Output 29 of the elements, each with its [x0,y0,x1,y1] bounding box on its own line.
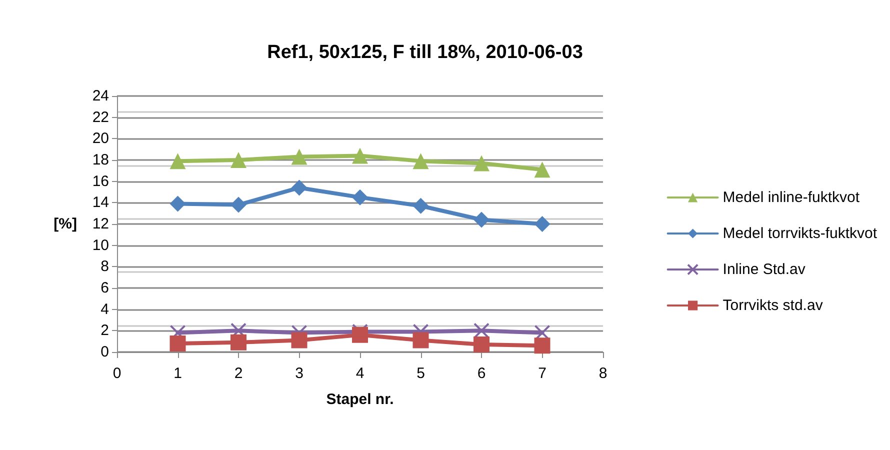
y-tick-label: 6 [100,280,109,296]
y-tick-label: 2 [100,322,109,340]
y-tick-label: 14 [92,194,109,212]
y-tick-label: 12 [92,216,109,232]
x-tick-label: 5 [416,365,425,382]
x-tick-label: 6 [477,365,486,382]
x-tick-label: 4 [356,365,364,382]
y-tick-label: 16 [92,172,109,190]
x-tick-label: 1 [174,365,182,382]
x-tick-label: 3 [295,365,304,382]
legend-label: Torrvikts std.av [722,297,824,314]
legend-label: Inline Std.av [722,261,806,278]
x-tick-label: 7 [538,365,546,382]
chart-title: Ref1, 50x125, F till 18%, 2010-06-03 [267,42,583,63]
y-tick-label: 18 [92,152,109,168]
y-axis-title: [%] [54,216,78,232]
x-axis-title: Stapel nr. [326,391,394,408]
y-tick-label: 22 [92,108,109,126]
y-tick-label: 4 [100,300,109,318]
x-tick-label: 8 [598,365,608,382]
x-tick-label: 2 [234,365,243,382]
y-tick-label: 20 [92,130,109,148]
y-tick-label: 10 [92,236,109,254]
y-tick-label: 24 [92,88,109,104]
x-tick-label: 0 [112,365,122,382]
legend-label: Medel inline-fuktkvot [722,189,860,206]
legend-label: Medel torrvikts-fuktkvot [722,225,878,242]
y-tick-label: 0 [100,344,109,360]
y-tick-label: 8 [100,258,109,276]
